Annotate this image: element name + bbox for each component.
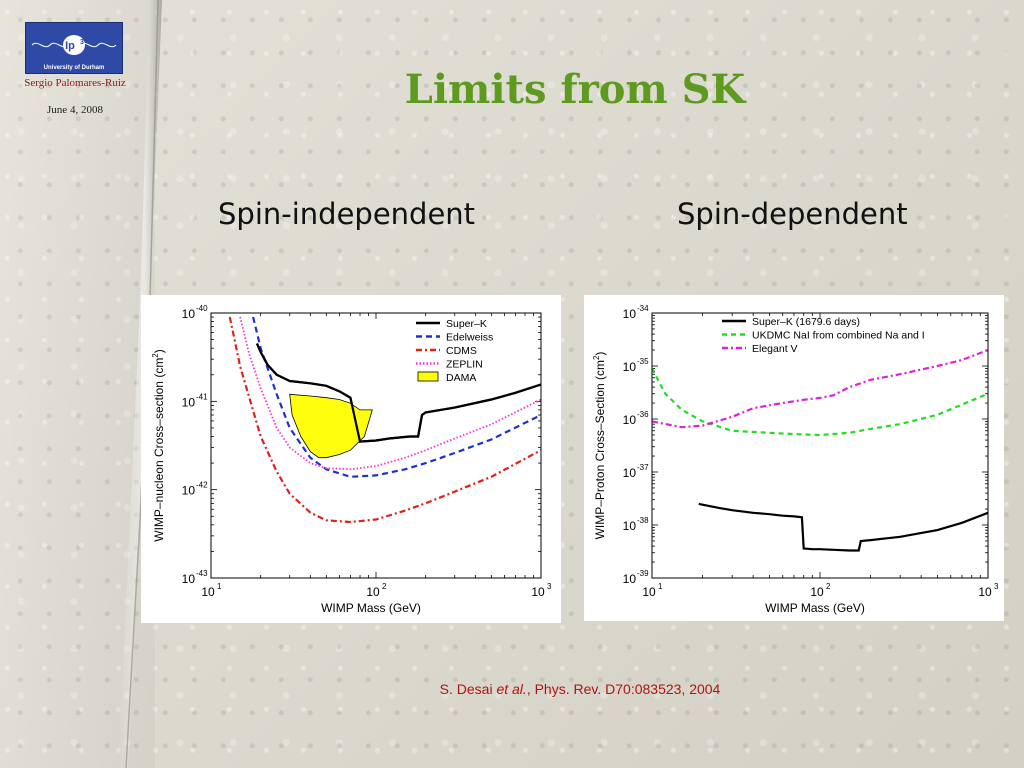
y-tick-label: 10 [623, 466, 637, 480]
legend-label: CDMS [446, 345, 477, 357]
y-tick-label: 10 [182, 572, 196, 586]
x-tick-exponent: 2 [382, 582, 387, 591]
plot-frame [651, 312, 989, 579]
x-tick-label: 10 [810, 585, 824, 599]
presentation-date: June 4, 2008 [47, 104, 103, 116]
x-tick-exponent: 3 [994, 582, 999, 591]
y-tick-label: 10 [623, 360, 637, 374]
legend-label: Elegant V [752, 343, 798, 355]
y-tick-label: 10 [182, 484, 196, 498]
series-line-2 [652, 348, 988, 429]
legend-swatch [417, 371, 439, 382]
y-tick-label: 10 [623, 572, 637, 586]
x-tick-label: 10 [366, 585, 380, 599]
x-tick-exponent: 1 [217, 582, 222, 591]
y-tick-label: 10 [623, 519, 637, 533]
y-tick-label: 10 [623, 307, 637, 321]
plot-frame [210, 312, 542, 579]
right-heading: Spin-dependent [677, 197, 908, 231]
series-line-3 [239, 316, 541, 471]
x-tick-exponent: 2 [826, 582, 831, 591]
x-tick-label: 10 [978, 585, 992, 599]
y-tick-exponent: -42 [196, 481, 208, 490]
y-tick-label: 10 [623, 413, 637, 427]
x-tick-exponent: 3 [547, 582, 552, 591]
y-tick-exponent: -38 [637, 516, 649, 525]
spin-independent-chart-panel: 10 1 10 2 10 3 10 -43 10 -42 10 -41 10 -40 WIMP Mass (… [141, 295, 561, 623]
series-line-0 [698, 502, 988, 552]
author-name: Sergio Palomares-Ruiz [24, 77, 126, 89]
axis-ticks [651, 313, 988, 579]
left-heading: Spin-independent [218, 197, 476, 231]
legend-label: Super–K (1679.6 days) [752, 316, 860, 328]
legend-label: Edelweiss [446, 332, 493, 344]
legend-label: UKDMC NaI from combined Na and I [752, 330, 925, 342]
y-axis-label: WIMP–Proton Cross–Section (cm2) [592, 352, 607, 540]
y-tick-exponent: -41 [196, 392, 208, 401]
legend-label: ZEPLIN [446, 359, 483, 371]
x-tick-label: 10 [201, 585, 215, 599]
logo-mark: Ip [65, 40, 75, 52]
y-tick-exponent: -40 [196, 304, 208, 313]
citation: S. Desai et al., Phys. Rev. D70:083523, … [300, 681, 860, 697]
citation-prefix: S. Desai [439, 681, 497, 697]
region-0 [289, 393, 373, 459]
y-tick-exponent: -35 [637, 357, 649, 366]
citation-suffix: , Phys. Rev. D70:083523, 2004 [526, 681, 721, 697]
series-line-2 [228, 316, 541, 524]
x-axis-label: WIMP Mass (GeV) [765, 601, 865, 615]
x-tick-exponent: 1 [658, 582, 663, 591]
y-tick-exponent: -39 [637, 569, 649, 578]
y-tick-exponent: -34 [637, 304, 649, 313]
legend-label: Super–K [446, 318, 487, 330]
y-tick-label: 10 [182, 395, 196, 409]
university-logo: Ip 3 University of Durham [25, 22, 123, 74]
logo-superscript: 3 [80, 39, 84, 46]
spin-dependent-chart-panel: 10 1 10 2 10 3 10 -39 10 -38 10 -37 10 -36 10 -35 10 -34 W… [584, 295, 1004, 621]
y-tick-exponent: -43 [196, 569, 208, 578]
series-line-0-overlay [255, 343, 541, 443]
x-tick-label: 10 [531, 585, 545, 599]
y-tick-exponent: -36 [637, 410, 649, 419]
y-tick-exponent: -37 [637, 463, 649, 472]
logo-caption: University of Durham [43, 65, 105, 71]
y-tick-label: 10 [182, 307, 196, 321]
x-tick-label: 10 [642, 585, 656, 599]
legend-label: DAMA [446, 372, 476, 384]
x-axis-label: WIMP Mass (GeV) [321, 601, 421, 615]
y-axis-label: WIMP–nucleon Cross–section (cm2) [151, 349, 166, 542]
slide-title: Limits from SK [404, 66, 746, 113]
citation-italic: et al. [496, 681, 527, 697]
